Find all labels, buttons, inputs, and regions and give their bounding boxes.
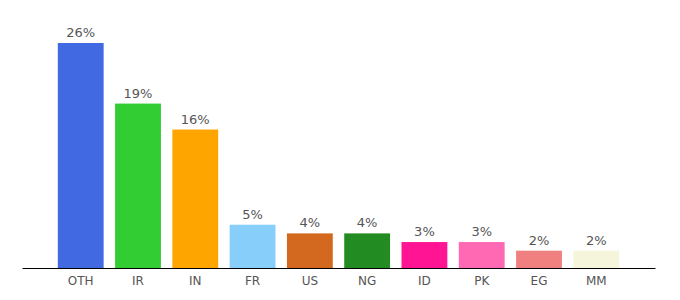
data-label: 26% bbox=[66, 25, 95, 40]
x-tick-label: ID bbox=[418, 274, 431, 288]
data-label: 2% bbox=[586, 233, 607, 248]
data-labels: 26% 19% 16% 5% 4% 4% 3% 3% 2% 2% bbox=[66, 25, 606, 248]
x-tick-label: EG bbox=[531, 274, 548, 288]
bar bbox=[230, 225, 276, 268]
bar bbox=[402, 242, 448, 268]
data-label: 4% bbox=[357, 215, 378, 230]
bar bbox=[516, 251, 562, 268]
x-tick-label: PK bbox=[474, 274, 490, 288]
bar bbox=[573, 251, 619, 268]
x-tick-label: IR bbox=[132, 274, 144, 288]
x-tick: OTH bbox=[68, 274, 94, 288]
bars bbox=[58, 43, 619, 268]
chart: 26% 19% 16% 5% 4% 4% 3% 3% 2% 2% OTH IR IN FR US NG ID PK… bbox=[0, 0, 680, 300]
bar bbox=[287, 233, 333, 268]
bar bbox=[115, 104, 161, 268]
x-tick: PK bbox=[474, 274, 490, 288]
data-label: 2% bbox=[529, 233, 550, 248]
x-tick-label: US bbox=[302, 274, 318, 288]
bar bbox=[344, 233, 390, 268]
x-tick: FR bbox=[245, 274, 260, 288]
data-label: 4% bbox=[300, 215, 321, 230]
data-label: 19% bbox=[124, 86, 153, 101]
data-label: 16% bbox=[181, 112, 210, 127]
x-tick-label: OTH bbox=[68, 274, 94, 288]
x-tick: US bbox=[302, 274, 318, 288]
x-tick: NG bbox=[358, 274, 376, 288]
x-tick-label: MM bbox=[586, 274, 607, 288]
x-tick: MM bbox=[586, 274, 607, 288]
bar bbox=[459, 242, 505, 268]
x-tick-label: IN bbox=[189, 274, 202, 288]
x-tick: IN bbox=[189, 274, 202, 288]
data-label: 3% bbox=[414, 224, 435, 239]
bar bbox=[58, 43, 104, 268]
x-tick: ID bbox=[418, 274, 431, 288]
x-tick-label: NG bbox=[358, 274, 376, 288]
bar bbox=[172, 130, 218, 268]
data-label: 5% bbox=[242, 207, 263, 222]
x-tick: EG bbox=[531, 274, 548, 288]
x-tick-label: FR bbox=[245, 274, 260, 288]
x-axis: OTH IR IN FR US NG ID PK EG MM bbox=[23, 269, 656, 288]
x-tick: IR bbox=[132, 274, 144, 288]
x-axis-line bbox=[23, 268, 656, 269]
data-label: 3% bbox=[471, 224, 492, 239]
